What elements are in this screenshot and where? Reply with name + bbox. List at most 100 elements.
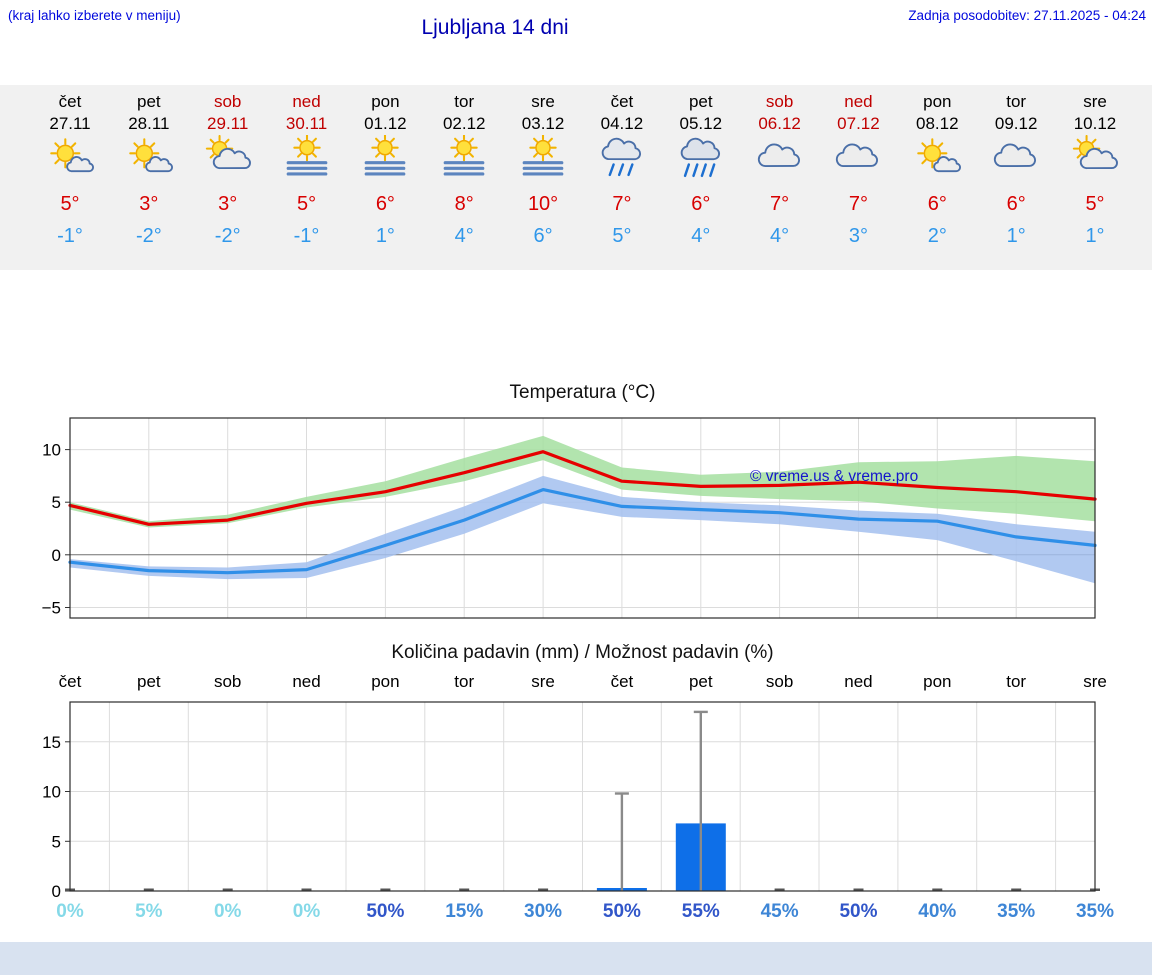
day-name: pon (923, 92, 952, 111)
low-temp: 4° (691, 225, 711, 247)
precip-probability: 15% (445, 901, 484, 922)
precip-day-label: sre (1083, 672, 1107, 691)
precip-day-label: sre (531, 672, 555, 691)
forecast-day: sre 10.12 5° 1° (1055, 85, 1135, 270)
precip-probability: 45% (760, 901, 799, 922)
day-date: 06.12 (758, 114, 801, 133)
svg-text:10: 10 (42, 441, 61, 460)
precip-probability: 50% (366, 901, 405, 922)
day-name: sob (213, 92, 242, 111)
low-temp: 5° (612, 225, 632, 247)
precip-day-label: sob (765, 672, 794, 691)
max-temperature-line (68, 450, 1097, 526)
low-temp: -2° (214, 225, 241, 247)
day-name: sre (1083, 92, 1107, 111)
precip-probability: 35% (1075, 901, 1115, 922)
forecast-day: pon 08.12 6° 2° (897, 85, 977, 270)
high-temp: 8° (454, 193, 474, 215)
day-date: 08.12 (916, 114, 959, 133)
temperature-chart-title: Temperatura (°C) (509, 382, 656, 403)
day-name: sre (531, 92, 555, 111)
precip-day-label: pet (137, 672, 161, 691)
day-date: 01.12 (364, 114, 407, 133)
precip-day-label: čet (610, 672, 634, 691)
forecast-strip: čet 27.11 5° -1° pet 28.11 3° -2° sob 29.11 3° -2° n… (0, 85, 1152, 270)
watermark-link[interactable]: © vreme.us & vreme.pro (750, 468, 918, 485)
low-temp: -1° (293, 225, 320, 247)
day-date: 10.12 (1073, 114, 1117, 133)
day-date: 04.12 (600, 114, 644, 133)
precip-probability: 0% (292, 901, 321, 922)
high-temp: 6° (927, 193, 947, 215)
low-temp: 2° (927, 225, 947, 247)
precip-probability: 35% (997, 901, 1036, 922)
precip-day-label: sob (213, 672, 242, 691)
day-name: ned (844, 92, 873, 111)
low-temp: 1° (1085, 225, 1105, 247)
zero-precip-mark (853, 888, 864, 891)
min-temperature-band (70, 475, 1095, 584)
day-date: 07.12 (837, 114, 880, 133)
high-temp: 5° (1085, 193, 1105, 215)
forecast-day: pon 01.12 6° 1° (345, 85, 425, 270)
cloud-sun-icon (1072, 135, 1118, 170)
temperature-chart: −5 0 5 10 © vreme.us & vreme.pro (42, 417, 1097, 619)
low-temp: 1° (1006, 225, 1026, 247)
svg-text:0: 0 (52, 546, 61, 565)
day-date: 29.11 (207, 114, 249, 133)
low-temp: 6° (533, 225, 553, 247)
precip-probability-row: 0% 5% 0% 0% 50% 15% 30% 50% 55% 45% 50% 40% 35% 35% (0, 901, 1152, 927)
zero-precip-mark (538, 888, 549, 891)
max-temperature-band (70, 435, 1095, 528)
day-name: tor (1006, 92, 1027, 111)
precip-probability: 50% (839, 901, 878, 922)
forecast-day: čet 04.12 7° 5° (582, 85, 662, 270)
high-temp: 6° (375, 193, 395, 215)
header-note: (kraj lahko izberete v meniju) (8, 8, 181, 23)
precip-probability: 5% (135, 901, 163, 922)
day-name: pet (137, 92, 161, 111)
sun-small-cloud-icon (917, 138, 962, 173)
zero-precip-mark (222, 888, 233, 891)
day-date: 30.11 (285, 114, 328, 133)
forecast-day: sob 29.11 3° -2° (188, 85, 268, 270)
day-name: sob (765, 92, 794, 111)
high-temp: 6° (691, 193, 711, 215)
low-temp: 3° (848, 225, 869, 247)
cloud-icon (757, 143, 800, 168)
day-date: 05.12 (679, 114, 723, 133)
precip-day-label: pet (688, 672, 713, 691)
fog-sun-icon (365, 135, 406, 176)
day-name: pon (371, 92, 400, 111)
precip-day-label: pon (371, 672, 400, 691)
low-temp: 4° (770, 225, 790, 247)
forecast-day: čet 27.11 5° -1° (30, 85, 110, 270)
precip-probability: 55% (681, 901, 720, 922)
precip-chart: 0 5 10 15 (42, 701, 1100, 900)
page-title: Ljubljana 14 dni (421, 16, 569, 39)
day-date: 02.12 (442, 114, 486, 133)
zero-precip-mark (301, 888, 312, 891)
zero-precip-mark (459, 888, 470, 891)
high-temp: 5° (60, 193, 80, 215)
day-date: 03.12 (521, 114, 565, 133)
high-temp: 3° (139, 193, 159, 215)
day-name: pet (688, 92, 713, 111)
precip-probability: 40% (918, 901, 957, 922)
precip-day-label: ned (292, 672, 321, 691)
precip-chart-title: Količina padavin (mm) / Možnost padavin … (391, 642, 774, 663)
low-temp: 4° (454, 225, 474, 247)
cloud-icon (836, 143, 879, 168)
zero-precip-mark (380, 888, 391, 891)
forecast-day: sob 06.12 7° 4° (740, 85, 820, 270)
rain-icon (601, 137, 641, 177)
precip-day-label: pon (923, 672, 952, 691)
high-temp: 6° (1006, 193, 1026, 215)
sun-small-cloud-icon (50, 138, 94, 173)
forecast-day: pet 28.11 3° -2° (109, 85, 189, 270)
fog-sun-icon (443, 135, 485, 176)
low-temp: -1° (57, 225, 83, 247)
svg-text:10: 10 (42, 783, 61, 802)
high-temp: 7° (848, 193, 869, 215)
precip-day-label: tor (1006, 672, 1027, 691)
